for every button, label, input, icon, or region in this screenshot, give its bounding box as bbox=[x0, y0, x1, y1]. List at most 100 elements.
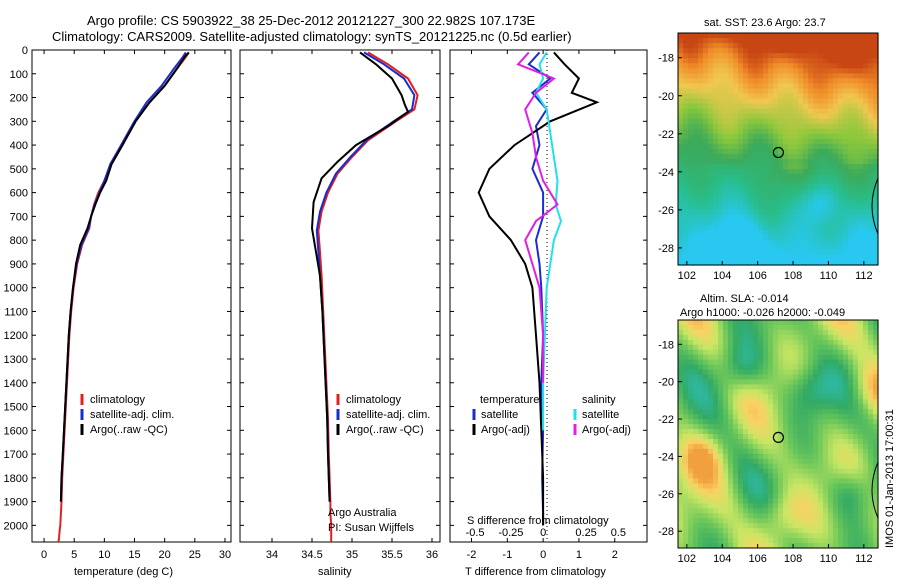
heatmap-cell bbox=[818, 254, 824, 261]
heatmap-cell bbox=[833, 194, 839, 201]
heatmap-cell bbox=[678, 334, 684, 341]
heatmap-cell bbox=[718, 443, 724, 450]
heatmap-cell bbox=[713, 103, 719, 110]
heatmap-cell bbox=[828, 523, 834, 529]
heatmap-cell bbox=[798, 189, 804, 195]
heatmap-cell bbox=[728, 154, 734, 160]
heatmap-cell bbox=[693, 229, 699, 236]
heatmap-cell bbox=[848, 498, 854, 504]
heatmap-cell bbox=[698, 448, 704, 455]
heatmap-cell bbox=[753, 493, 759, 500]
heatmap-cell bbox=[788, 419, 794, 425]
heatmap-cell bbox=[683, 374, 689, 381]
heatmap-cell bbox=[858, 513, 864, 519]
heatmap-cell bbox=[743, 164, 749, 170]
heatmap-cell bbox=[783, 419, 789, 425]
heatmap-cell bbox=[688, 458, 694, 465]
heatmap-cell bbox=[778, 43, 784, 49]
heatmap-cell bbox=[743, 128, 749, 135]
heatmap-cell bbox=[803, 133, 809, 140]
heatmap-cell bbox=[778, 458, 784, 465]
heatmap-cell bbox=[778, 48, 784, 54]
heatmap-cell bbox=[753, 68, 759, 74]
heatmap-cell bbox=[828, 438, 834, 445]
heatmap-cell bbox=[713, 473, 719, 480]
imos-timestamp: IMOS 01-Jan-2013 17:00:31 bbox=[884, 409, 896, 548]
heatmap-cell bbox=[788, 533, 794, 539]
heatmap-cell bbox=[818, 159, 824, 165]
heatmap-cell bbox=[863, 443, 869, 450]
heatmap-cell bbox=[678, 189, 684, 195]
heatmap-cell bbox=[748, 384, 754, 390]
heatmap-cell bbox=[853, 33, 859, 39]
heatmap-cell bbox=[723, 219, 729, 226]
heatmap-cell bbox=[858, 88, 864, 95]
heatmap-cell bbox=[843, 224, 849, 231]
sla-map-ticks: 102 104 106 108 110 112-18-20-22-24-26-28 bbox=[658, 339, 879, 565]
heatmap-cell bbox=[828, 394, 834, 400]
heatmap-cell bbox=[743, 33, 749, 39]
heatmap-cell bbox=[808, 194, 814, 201]
heatmap-cell bbox=[813, 68, 819, 74]
heatmap-cell bbox=[798, 320, 804, 326]
depth-tick-label: 900 bbox=[10, 259, 28, 271]
heatmap-cell bbox=[873, 438, 879, 445]
heatmap-cell bbox=[733, 249, 739, 256]
heatmap-cell bbox=[733, 43, 739, 49]
heatmap-cell bbox=[723, 533, 729, 539]
heatmap-cell bbox=[683, 169, 689, 175]
heatmap-cell bbox=[738, 498, 744, 504]
heatmap-cell bbox=[858, 533, 864, 539]
heatmap-cell bbox=[698, 438, 704, 445]
heatmap-cell bbox=[733, 359, 739, 366]
heatmap-cell bbox=[728, 229, 734, 236]
heatmap-cell bbox=[773, 384, 779, 390]
heatmap-cell bbox=[713, 219, 719, 226]
heatmap-cell bbox=[783, 463, 789, 470]
heatmap-cell bbox=[728, 259, 734, 266]
heatmap-cell bbox=[763, 93, 769, 100]
heatmap-cell bbox=[788, 159, 794, 165]
heatmap-cell bbox=[823, 128, 829, 135]
heatmap-cell bbox=[768, 354, 774, 361]
heatmap-cell bbox=[808, 58, 814, 64]
heatmap-cell bbox=[738, 209, 744, 216]
heatmap-cell bbox=[818, 249, 824, 256]
heatmap-cell bbox=[698, 249, 704, 256]
heatmap-cell bbox=[788, 463, 794, 470]
heatmap-cell bbox=[703, 83, 709, 90]
heatmap-cell bbox=[703, 43, 709, 49]
heatmap-cell bbox=[688, 419, 694, 425]
heatmap-cell bbox=[678, 164, 684, 170]
heatmap-cell bbox=[808, 379, 814, 386]
heatmap-cell bbox=[778, 143, 784, 150]
heatmap-cell bbox=[703, 533, 709, 539]
heatmap-cell bbox=[778, 498, 784, 504]
heatmap-cell bbox=[868, 219, 874, 226]
heatmap-cell bbox=[788, 384, 794, 390]
heatmap-cell bbox=[863, 478, 869, 485]
heatmap-cell bbox=[843, 434, 849, 440]
heatmap-cell bbox=[748, 88, 754, 95]
heatmap-cell bbox=[868, 53, 874, 59]
heatmap-cell bbox=[728, 174, 734, 180]
heatmap-cell bbox=[798, 249, 804, 256]
heatmap-cell bbox=[773, 133, 779, 140]
depth-tick-label: 100 bbox=[10, 69, 28, 81]
heatmap-cell bbox=[828, 239, 834, 246]
heatmap-cell bbox=[778, 503, 784, 509]
heatmap-cell bbox=[818, 364, 824, 371]
heatmap-cell bbox=[738, 88, 744, 95]
heatmap-cell bbox=[708, 143, 714, 150]
heatmap-cell bbox=[838, 143, 844, 150]
heatmap-cell bbox=[763, 143, 769, 150]
heatmap-cell bbox=[818, 239, 824, 246]
heatmap-cell bbox=[828, 229, 834, 236]
heatmap-cell bbox=[693, 438, 699, 445]
heatmap-cell bbox=[713, 493, 719, 500]
heatmap-cell bbox=[693, 543, 699, 549]
heatmap-cell bbox=[678, 538, 684, 544]
heatmap-cell bbox=[703, 214, 709, 221]
heatmap-cell bbox=[773, 244, 779, 251]
heatmap-cell bbox=[748, 113, 754, 120]
